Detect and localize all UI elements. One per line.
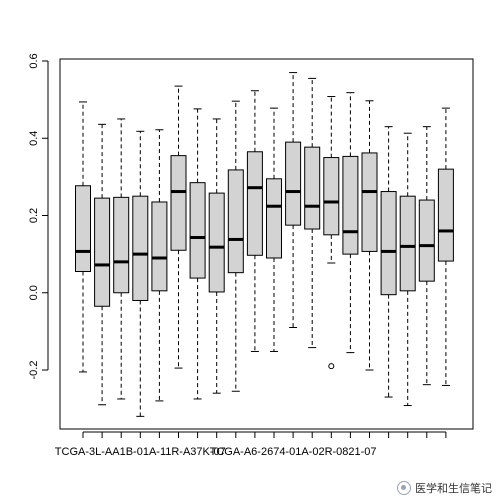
box-iqr xyxy=(437,168,454,262)
box-3 xyxy=(113,118,130,400)
box-11 xyxy=(266,107,282,352)
box-iqr xyxy=(113,196,130,294)
y-tick-label: 0.6 xyxy=(28,53,40,68)
box-iqr xyxy=(208,192,225,293)
outlier-point xyxy=(328,363,335,370)
box-iqr xyxy=(75,185,91,273)
y-axis: -0.2 0.0 0.2 0.4 0.6 xyxy=(28,53,49,380)
box-iqr xyxy=(285,141,302,226)
watermark: 医学和生信笔记 xyxy=(397,480,492,496)
box-13 xyxy=(304,77,321,349)
box-4 xyxy=(132,130,149,417)
box-iqr xyxy=(94,197,111,307)
box-17 xyxy=(380,126,397,398)
box-6 xyxy=(170,85,187,369)
plot-frame xyxy=(59,58,474,430)
box-iqr xyxy=(342,155,359,255)
box-14 xyxy=(323,96,340,370)
box-5 xyxy=(151,129,168,402)
y-tick-label: 0.4 xyxy=(28,131,40,146)
box-iqr xyxy=(266,178,282,259)
y-tick-label: 0.2 xyxy=(28,208,40,223)
box-iqr xyxy=(418,199,435,282)
box-iqr xyxy=(380,191,397,296)
box-iqr xyxy=(151,201,168,292)
box-iqr xyxy=(227,169,244,274)
box-15 xyxy=(342,92,359,354)
box-iqr xyxy=(132,195,149,301)
box-10 xyxy=(246,90,263,352)
box-iqr xyxy=(361,152,378,252)
y-tick-label: 0.0 xyxy=(28,285,40,300)
plot-border xyxy=(59,58,474,430)
box-7 xyxy=(189,108,206,400)
box-1 xyxy=(75,101,91,373)
box-iqr xyxy=(399,195,416,292)
box-20 xyxy=(437,107,454,386)
boxes-group xyxy=(75,72,454,417)
box-8 xyxy=(208,118,225,394)
box-19 xyxy=(418,126,435,386)
box-iqr xyxy=(304,146,321,230)
watermark-text: 医学和生信笔记 xyxy=(415,482,492,495)
box-iqr xyxy=(189,182,206,279)
box-iqr xyxy=(170,155,187,251)
x-axis: TCGA-3L-AA1B-01A-11R-A37K-07TCGA-A6-2674… xyxy=(55,431,447,458)
box-2 xyxy=(94,123,111,406)
box-9 xyxy=(227,100,244,392)
x-tick-label: TCGA-3L-AA1B-01A-11R-A37K-07 xyxy=(55,446,226,458)
box-18 xyxy=(399,132,416,407)
wechat-like-icon xyxy=(397,481,411,495)
y-tick-label: -0.2 xyxy=(28,361,40,380)
box-12 xyxy=(285,72,302,329)
box-iqr xyxy=(323,157,340,236)
box-iqr xyxy=(246,151,263,256)
x-tick-label: TCGA-A6-2674-01A-02R-0821-07 xyxy=(210,446,377,458)
box-16 xyxy=(361,100,378,371)
